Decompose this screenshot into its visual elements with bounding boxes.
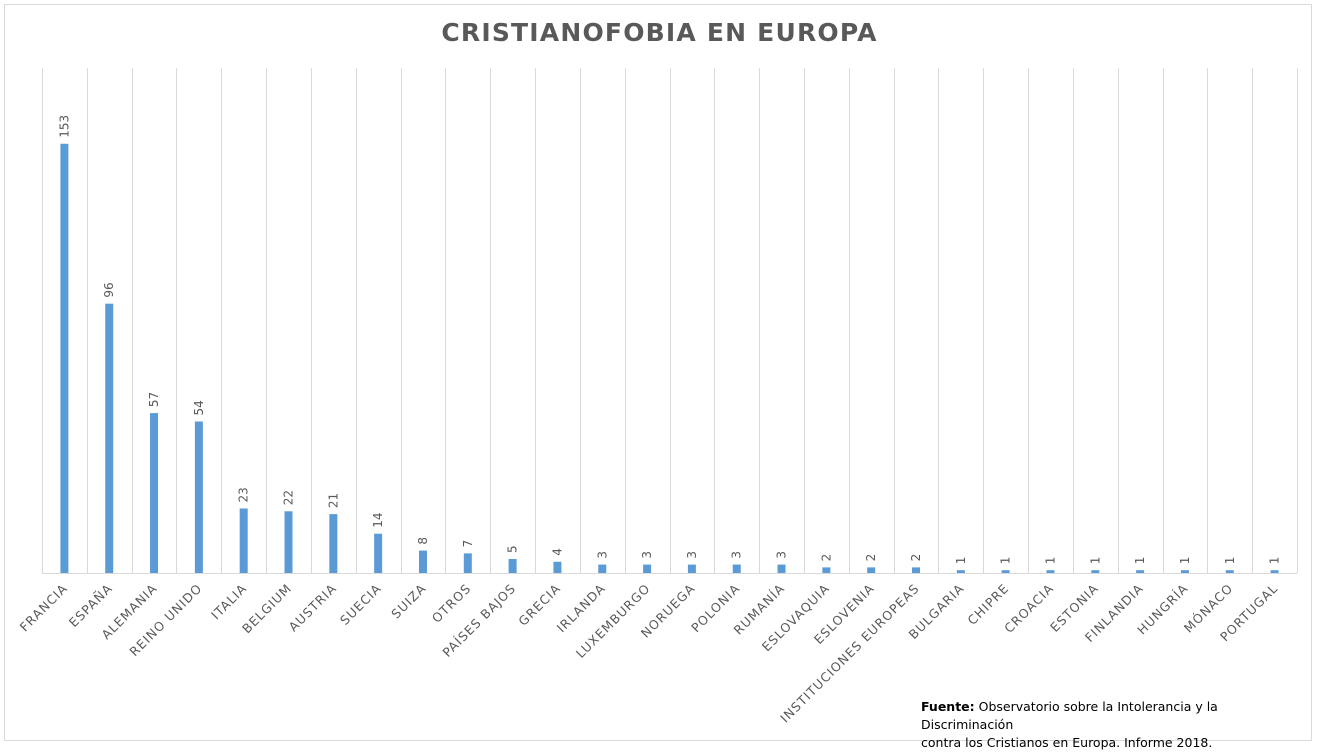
data-label: 96 bbox=[102, 282, 116, 297]
data-label: 1 bbox=[1043, 557, 1057, 565]
data-label: 3 bbox=[685, 551, 699, 559]
data-label: 3 bbox=[640, 551, 654, 559]
data-label: 3 bbox=[595, 551, 609, 559]
source-text-line2: contra los Cristianos en Europa. Informe… bbox=[921, 735, 1213, 750]
data-label: 22 bbox=[282, 490, 296, 505]
bar bbox=[1180, 570, 1189, 573]
data-label: 1 bbox=[1268, 557, 1282, 565]
bar bbox=[1001, 570, 1010, 573]
data-label: 153 bbox=[57, 115, 71, 138]
bar bbox=[194, 421, 203, 573]
data-label: 5 bbox=[506, 545, 520, 553]
data-label: 54 bbox=[192, 400, 206, 415]
data-label: 1 bbox=[954, 557, 968, 565]
bar bbox=[643, 564, 652, 573]
bar bbox=[508, 558, 517, 573]
bar bbox=[867, 567, 876, 573]
data-label: 1 bbox=[1133, 557, 1147, 565]
data-label: 14 bbox=[371, 512, 385, 527]
bar bbox=[284, 511, 293, 573]
category-label: OTROS bbox=[429, 581, 474, 626]
data-label: 1 bbox=[1178, 557, 1192, 565]
bar bbox=[822, 567, 831, 573]
bar bbox=[329, 514, 338, 573]
source-text-line1: Observatorio sobre la Intolerancia y la … bbox=[921, 699, 1218, 732]
bar bbox=[1225, 570, 1234, 573]
bar bbox=[777, 564, 786, 573]
category-label: FRANCIA bbox=[17, 581, 71, 635]
bar bbox=[1046, 570, 1055, 573]
category-label: CROACIA bbox=[1001, 581, 1056, 636]
data-label: 1 bbox=[999, 557, 1013, 565]
bar bbox=[374, 533, 383, 573]
bar bbox=[732, 564, 741, 573]
data-label: 8 bbox=[416, 537, 430, 545]
data-label: 4 bbox=[550, 548, 564, 556]
data-label: 2 bbox=[819, 554, 833, 562]
bar bbox=[1270, 570, 1279, 573]
bar bbox=[1091, 570, 1100, 573]
bar bbox=[553, 561, 562, 573]
bar bbox=[912, 567, 921, 573]
bar bbox=[598, 564, 607, 573]
bar bbox=[60, 143, 69, 573]
bar bbox=[956, 570, 965, 573]
category-label: SUECIA bbox=[337, 581, 384, 628]
category-label: AUSTRIA bbox=[286, 581, 340, 635]
data-label: 3 bbox=[775, 551, 789, 559]
data-label: 7 bbox=[461, 540, 475, 548]
category-label: SUIZA bbox=[388, 581, 429, 622]
data-label: 2 bbox=[909, 554, 923, 562]
bar bbox=[150, 413, 159, 573]
bar bbox=[105, 303, 114, 573]
data-label: 21 bbox=[326, 493, 340, 508]
bar bbox=[418, 550, 427, 573]
data-label: 23 bbox=[237, 487, 251, 502]
data-label: 2 bbox=[864, 554, 878, 562]
bar bbox=[239, 508, 248, 573]
data-label: 57 bbox=[147, 392, 161, 407]
bar bbox=[463, 553, 472, 573]
data-label: 1 bbox=[1088, 557, 1102, 565]
category-label: ITALIA bbox=[208, 581, 250, 623]
source-note: Fuente: Observatorio sobre la Intoleranc… bbox=[921, 698, 1311, 752]
source-label: Fuente: bbox=[921, 699, 975, 714]
data-label: 1 bbox=[1223, 557, 1237, 565]
bar bbox=[687, 564, 696, 573]
bar bbox=[1136, 570, 1145, 573]
data-label: 3 bbox=[730, 551, 744, 559]
chart-title: CRISTIANOFOBIA EN EUROPA bbox=[441, 18, 878, 47]
